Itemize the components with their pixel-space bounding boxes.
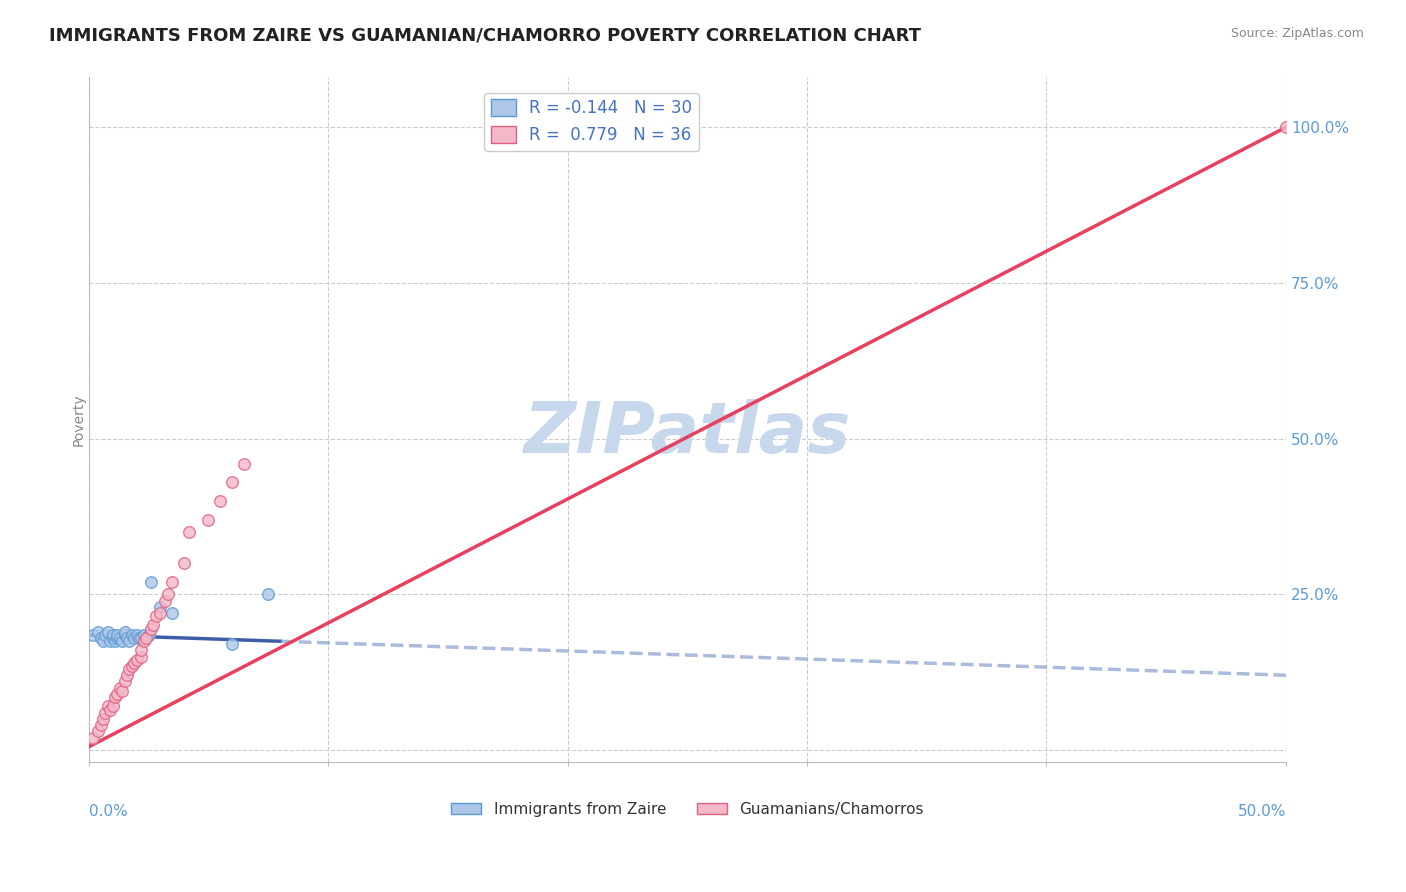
Point bbox=[121, 628, 143, 642]
Text: Source: ZipAtlas.com: Source: ZipAtlas.com bbox=[1230, 27, 1364, 40]
Point bbox=[91, 634, 114, 648]
Point bbox=[197, 512, 219, 526]
Point bbox=[114, 628, 136, 642]
Point bbox=[131, 643, 153, 657]
Point bbox=[114, 674, 136, 689]
Point bbox=[142, 618, 165, 632]
Point bbox=[122, 656, 145, 670]
Point bbox=[105, 628, 128, 642]
Text: IMMIGRANTS FROM ZAIRE VS GUAMANIAN/CHAMORRO POVERTY CORRELATION CHART: IMMIGRANTS FROM ZAIRE VS GUAMANIAN/CHAMO… bbox=[49, 27, 921, 45]
Point bbox=[87, 724, 110, 739]
Point bbox=[118, 634, 141, 648]
Text: 0.0%: 0.0% bbox=[89, 804, 128, 819]
Point bbox=[131, 649, 153, 664]
Point bbox=[209, 494, 232, 508]
Point bbox=[94, 706, 117, 720]
Point bbox=[101, 699, 124, 714]
Point bbox=[111, 634, 134, 648]
Point bbox=[221, 637, 243, 651]
Point bbox=[145, 609, 167, 624]
Point bbox=[98, 634, 121, 648]
Point bbox=[139, 574, 162, 589]
Point bbox=[90, 631, 112, 645]
Point bbox=[162, 574, 184, 589]
Point bbox=[108, 681, 131, 695]
Point bbox=[233, 457, 256, 471]
Point bbox=[104, 690, 127, 704]
Point bbox=[101, 631, 124, 645]
Point bbox=[91, 712, 114, 726]
Point bbox=[105, 631, 128, 645]
Point bbox=[139, 622, 162, 636]
Y-axis label: Poverty: Poverty bbox=[72, 393, 86, 446]
Point bbox=[125, 653, 148, 667]
Point bbox=[82, 628, 104, 642]
Point bbox=[128, 631, 150, 645]
Point bbox=[257, 587, 280, 601]
Point bbox=[162, 606, 184, 620]
Point bbox=[155, 593, 177, 607]
Point bbox=[179, 524, 201, 539]
Point bbox=[221, 475, 243, 490]
Point bbox=[97, 699, 120, 714]
Point bbox=[94, 628, 117, 642]
Point bbox=[132, 634, 155, 648]
Point bbox=[105, 687, 128, 701]
Point bbox=[138, 628, 160, 642]
Text: 50.0%: 50.0% bbox=[1237, 804, 1286, 819]
Point bbox=[90, 718, 112, 732]
Point bbox=[131, 631, 153, 645]
Point bbox=[156, 587, 179, 601]
Point bbox=[135, 631, 157, 645]
Point bbox=[122, 631, 145, 645]
Point bbox=[97, 624, 120, 639]
Point bbox=[87, 624, 110, 639]
Point bbox=[149, 599, 172, 614]
Point bbox=[132, 628, 155, 642]
Point bbox=[101, 628, 124, 642]
Point bbox=[149, 606, 172, 620]
Point bbox=[115, 668, 138, 682]
Point bbox=[1275, 120, 1298, 135]
Point bbox=[118, 662, 141, 676]
Point bbox=[173, 556, 195, 570]
Point bbox=[82, 731, 104, 745]
Point bbox=[111, 683, 134, 698]
Point bbox=[121, 659, 143, 673]
Point bbox=[125, 628, 148, 642]
Point bbox=[98, 702, 121, 716]
Point bbox=[104, 634, 127, 648]
Point bbox=[108, 631, 131, 645]
Text: ZIPatlas: ZIPatlas bbox=[523, 399, 851, 468]
Legend: Immigrants from Zaire, Guamanians/Chamorros: Immigrants from Zaire, Guamanians/Chamor… bbox=[444, 796, 929, 823]
Point bbox=[115, 631, 138, 645]
Point bbox=[114, 624, 136, 639]
